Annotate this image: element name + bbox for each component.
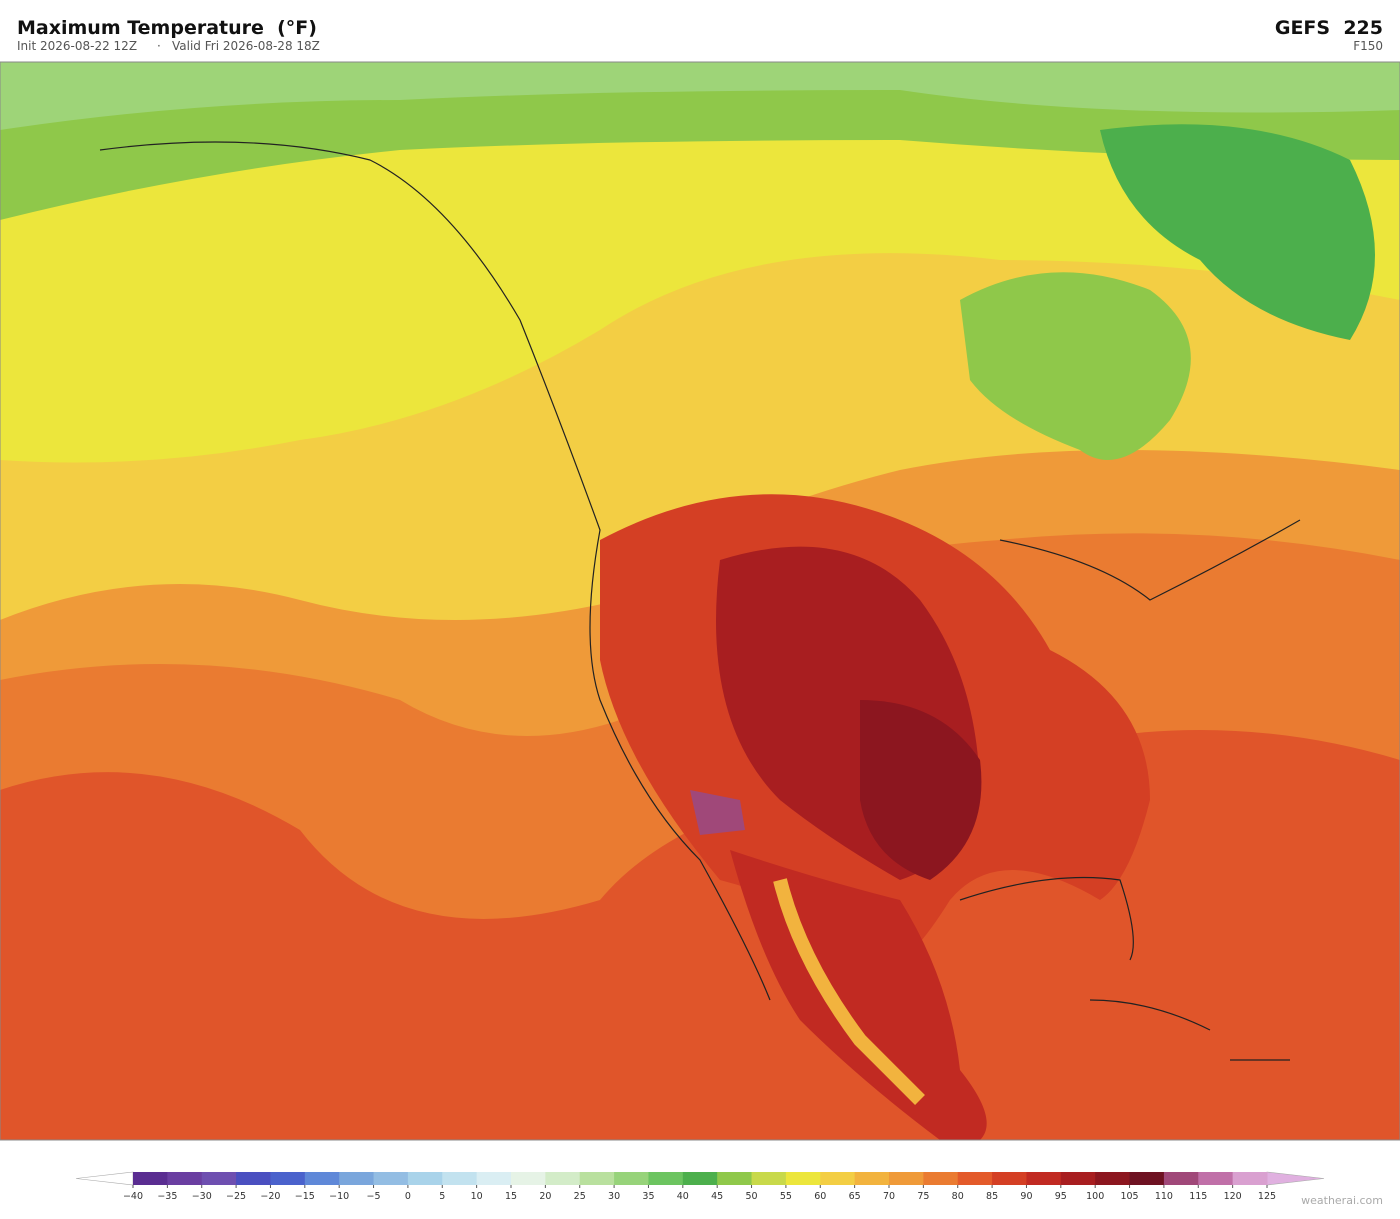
color-bin: [545, 1172, 581, 1185]
color-bin: [511, 1172, 546, 1185]
tick-label: 65: [849, 1191, 861, 1202]
color-bin: [133, 1172, 168, 1185]
over-triangle: [1266, 1171, 1325, 1186]
color-bin: [751, 1172, 787, 1185]
tick-label: 90: [1020, 1191, 1032, 1202]
color-bin: [717, 1172, 753, 1185]
credit: weatherai.com: [1301, 1194, 1383, 1207]
title: Maximum Temperature (°F): [17, 17, 317, 39]
tick-label: −5: [367, 1191, 381, 1202]
color-bin: [785, 1172, 821, 1185]
color-bin: [201, 1172, 237, 1185]
color-bin: [476, 1172, 512, 1185]
model: GEFS 225: [1275, 17, 1383, 39]
color-bin: [820, 1172, 856, 1185]
tick-label: 20: [539, 1191, 551, 1202]
map: [0, 61, 1400, 1141]
color-bin: [957, 1172, 993, 1185]
color-bin: [407, 1172, 443, 1185]
color-bin: [236, 1172, 271, 1185]
colorbar: −40 −35 −30 −25 −20 −15 −10 −5 0 5 10 15 20 25 30 35 40 4…: [75, 1171, 1325, 1202]
color-bin: [1232, 1172, 1268, 1185]
tick-label: 115: [1189, 1191, 1207, 1202]
tick-label: 5: [439, 1191, 445, 1202]
init-time: Init 2026-08-22 12Z: [17, 39, 137, 53]
tick-label: 110: [1155, 1191, 1173, 1202]
color-bin: [923, 1172, 959, 1185]
tick-label: 105: [1120, 1191, 1138, 1202]
color-bin: [1198, 1172, 1234, 1185]
color-bin: [614, 1172, 649, 1185]
tick-label: −30: [192, 1191, 212, 1202]
separator: ·: [157, 39, 161, 53]
color-bin: [304, 1172, 340, 1185]
tick-label: 85: [986, 1191, 998, 1202]
tick-label: −35: [157, 1191, 177, 1202]
tick-label: 60: [814, 1191, 826, 1202]
forecast-hour: F150: [1353, 39, 1383, 53]
tick-label: 45: [711, 1191, 723, 1202]
tick-label: 50: [745, 1191, 757, 1202]
color-bin: [1095, 1172, 1131, 1185]
under-triangle: [75, 1171, 134, 1186]
tick-label: 35: [642, 1191, 654, 1202]
tick-label: −15: [295, 1191, 315, 1202]
color-bin: [373, 1172, 409, 1185]
tick-label: 40: [677, 1191, 689, 1202]
tick-label: −10: [329, 1191, 349, 1202]
tick-label: 30: [608, 1191, 620, 1202]
tick-label: 15: [505, 1191, 517, 1202]
tick-label: −40: [123, 1191, 143, 1202]
color-bin: [442, 1172, 478, 1185]
color-bin: [1026, 1172, 1062, 1185]
color-bin: [1129, 1172, 1165, 1185]
color-bin: [270, 1172, 306, 1185]
tick-label: −25: [226, 1191, 246, 1202]
tick-label: 10: [471, 1191, 483, 1202]
tick-label: 95: [1055, 1191, 1067, 1202]
color-bin: [854, 1172, 890, 1185]
color-bin: [1163, 1172, 1199, 1185]
tick-label: 120: [1224, 1191, 1242, 1202]
tick-label: 125: [1258, 1191, 1276, 1202]
color-bin: [992, 1172, 1027, 1185]
color-bin: [889, 1172, 924, 1185]
tick-label: 70: [883, 1191, 895, 1202]
color-bin: [682, 1172, 718, 1185]
color-bin: [579, 1172, 615, 1185]
tick-label: 80: [952, 1191, 964, 1202]
tick-label: 100: [1086, 1191, 1104, 1202]
color-bin: [339, 1172, 375, 1185]
tick-label: −20: [260, 1191, 280, 1202]
tick-label: 55: [780, 1191, 792, 1202]
color-bin: [167, 1172, 203, 1185]
tick-label: 0: [405, 1191, 411, 1202]
color-bin: [1060, 1172, 1096, 1185]
tick-label: 75: [917, 1191, 929, 1202]
valid-time: Valid Fri 2026-08-28 18Z: [172, 39, 320, 53]
color-bin: [648, 1172, 684, 1185]
tick-label: 25: [574, 1191, 586, 1202]
